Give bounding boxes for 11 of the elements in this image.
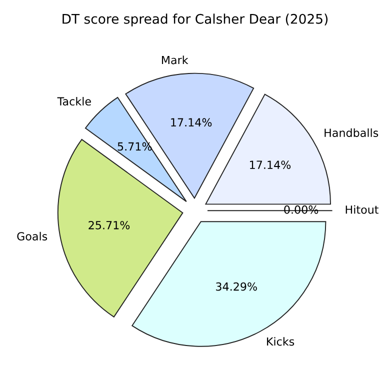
data-label: 17.14%	[250, 160, 291, 170]
data-label: 25.71%	[88, 220, 130, 230]
slice-label: Tackle	[57, 96, 91, 106]
data-label: 34.29%	[216, 282, 257, 291]
slice-label: Handballs	[324, 128, 378, 138]
slice-label: Mark	[162, 56, 188, 64]
data-label: 17.14%	[171, 118, 212, 127]
category-label: Hitout	[346, 205, 378, 214]
slice-label: Kicks	[267, 337, 294, 346]
chart-title: DT score spread for Calsher Dear (2025)	[62, 14, 328, 26]
slice-label: Goals	[17, 232, 48, 240]
